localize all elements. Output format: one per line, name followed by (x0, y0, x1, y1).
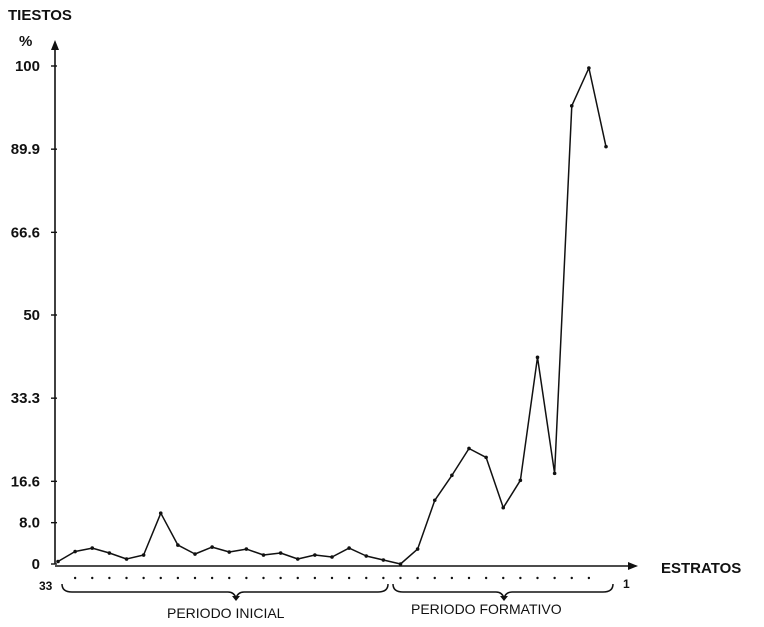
x-stratum-dot (399, 576, 402, 580)
x-stratum-dot (347, 576, 351, 580)
data-point (415, 547, 420, 551)
axes (51, 40, 638, 570)
data-point (432, 498, 437, 503)
y-ticks: 100 89.9 66.6 50 33.3 16.6 8.0 0 (11, 58, 57, 573)
x-stratum-dots (73, 576, 591, 580)
x-stratum-dot (519, 576, 522, 580)
period-label-formativo: PERIODO FORMATIVO (411, 601, 562, 617)
x-stratum-dot (433, 576, 436, 580)
y-tick-label: 0 (32, 556, 40, 573)
x-stratum-dot (365, 576, 368, 580)
x-stratum-dot (228, 576, 231, 580)
y-tick-label: 66.6 (11, 224, 40, 241)
data-point (364, 554, 369, 558)
x-stratum-dot (330, 576, 334, 580)
data-point (330, 555, 334, 559)
data-point (73, 549, 77, 554)
x-axis-arrow (628, 562, 638, 570)
brace-tip-inicial (232, 596, 240, 601)
x-stratum-dot (382, 576, 385, 580)
brace-periodo-inicial (61, 583, 389, 601)
x-stratum-dot (210, 576, 214, 580)
data-point (467, 446, 471, 451)
brace-tip-formativo (500, 596, 508, 601)
y-axis-arrow (51, 40, 59, 50)
x-end-label: 1 (623, 577, 630, 591)
data-point (244, 547, 249, 551)
series-line (57, 67, 607, 565)
data-point (124, 557, 129, 561)
x-stratum-dot (416, 576, 419, 580)
x-stratum-dot (262, 576, 265, 580)
data-point (176, 543, 180, 547)
x-stratum-dot (245, 576, 248, 580)
y-tick-label: 8.0 (19, 515, 40, 532)
data-point (193, 552, 197, 556)
data-point (347, 546, 351, 550)
x-stratum-dot (193, 576, 197, 580)
period-braces (61, 583, 614, 601)
data-point (535, 355, 540, 360)
x-stratum-dot (296, 576, 299, 580)
data-point (278, 551, 283, 555)
x-stratum-dot (450, 576, 454, 580)
x-stratum-dot (587, 576, 591, 580)
data-point (56, 559, 60, 564)
data-point (552, 471, 557, 476)
data-point (210, 545, 214, 549)
data-point (501, 505, 506, 510)
data-point (313, 553, 317, 557)
x-stratum-dot (176, 576, 180, 580)
period-label-inicial: PERIODO INICIAL (167, 605, 285, 621)
brace-periodo-formativo (392, 583, 614, 601)
x-stratum-dot (313, 576, 317, 580)
x-stratum-dot (279, 576, 282, 580)
y-axis-unit: % (19, 33, 32, 50)
x-stratum-dot (536, 576, 539, 580)
y-tick-label: 33.3 (11, 390, 40, 407)
x-stratum-dot (484, 576, 488, 580)
series (56, 66, 608, 566)
x-stratum-dot (108, 576, 111, 580)
y-tick-label: 16.6 (11, 473, 40, 490)
x-stratum-dot (91, 576, 94, 580)
x-stratum-dot (73, 576, 77, 580)
y-tick-label: 50 (23, 307, 40, 324)
y-tick-label: 89.9 (11, 141, 40, 158)
data-point (158, 511, 163, 516)
data-point (484, 455, 488, 460)
data-point (107, 551, 112, 555)
data-point (587, 66, 591, 70)
x-stratum-dot (159, 576, 162, 580)
data-point (450, 473, 454, 478)
data-point (295, 557, 300, 561)
data-point (381, 558, 386, 562)
data-point (141, 553, 146, 557)
y-axis-title: TIESTOS (8, 7, 72, 24)
x-stratum-dot (125, 576, 128, 580)
data-point (227, 550, 232, 554)
data-point (518, 478, 523, 483)
data-point (261, 553, 266, 557)
y-tick-label: 100 (15, 58, 40, 75)
x-stratum-dot (142, 576, 145, 580)
x-stratum-dot (553, 576, 556, 580)
data-point (90, 546, 95, 550)
data-point (398, 562, 403, 566)
x-stratum-dot (467, 576, 471, 580)
x-stratum-dot (570, 576, 573, 580)
x-axis-title: ESTRATOS (661, 560, 741, 577)
x-start-label: 33 (39, 579, 53, 593)
data-point (604, 144, 608, 149)
x-stratum-dot (502, 576, 505, 580)
data-point (569, 104, 574, 108)
